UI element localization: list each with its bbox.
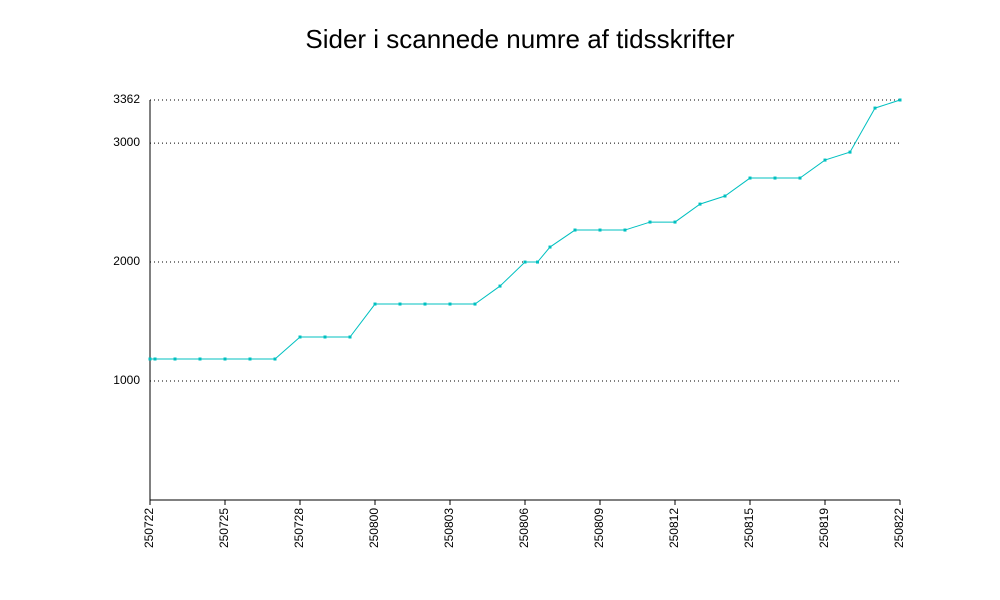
marker — [248, 357, 252, 361]
marker — [848, 150, 852, 154]
marker — [448, 302, 452, 306]
marker — [223, 357, 227, 361]
x-tick-label: 250806 — [517, 508, 531, 548]
marker — [148, 357, 152, 361]
x-tick-label: 250815 — [742, 508, 756, 548]
marker — [523, 260, 527, 264]
marker — [898, 98, 902, 102]
marker — [673, 220, 677, 224]
y-tick-label: 1000 — [113, 373, 140, 387]
x-tick-label: 250812 — [667, 508, 681, 548]
y-tick-label: 3362 — [113, 92, 140, 106]
marker — [153, 357, 157, 361]
y-tick-label: 2000 — [113, 254, 140, 268]
marker — [498, 284, 502, 288]
marker — [548, 245, 552, 249]
marker — [398, 302, 402, 306]
x-tick-label: 250819 — [817, 508, 831, 548]
marker — [773, 176, 777, 180]
x-tick-label: 250728 — [292, 508, 306, 548]
marker — [423, 302, 427, 306]
x-tick-label: 250822 — [892, 508, 906, 548]
marker — [273, 357, 277, 361]
x-tick-label: 250800 — [367, 508, 381, 548]
marker — [198, 357, 202, 361]
marker — [798, 176, 802, 180]
marker — [623, 228, 627, 232]
x-tick-label: 250722 — [142, 508, 156, 548]
marker — [823, 158, 827, 162]
marker — [698, 202, 702, 206]
marker — [373, 302, 377, 306]
marker — [473, 302, 477, 306]
line — [150, 99, 901, 360]
marker — [748, 176, 752, 180]
marker — [348, 335, 352, 339]
marker — [648, 220, 652, 224]
marker — [536, 260, 539, 264]
marker — [723, 194, 727, 198]
x-tick-label: 250809 — [592, 508, 606, 548]
chart-title: Sider i scannede numre af tidsskrifter — [305, 24, 735, 54]
marker — [873, 106, 877, 110]
marker — [173, 357, 177, 361]
marker — [573, 228, 577, 232]
x-tick-label: 250725 — [217, 508, 231, 548]
marker — [323, 335, 327, 339]
marker — [298, 335, 302, 339]
marker — [598, 228, 602, 232]
y-tick-label: 3000 — [113, 135, 140, 149]
x-tick-label: 250803 — [442, 508, 456, 548]
